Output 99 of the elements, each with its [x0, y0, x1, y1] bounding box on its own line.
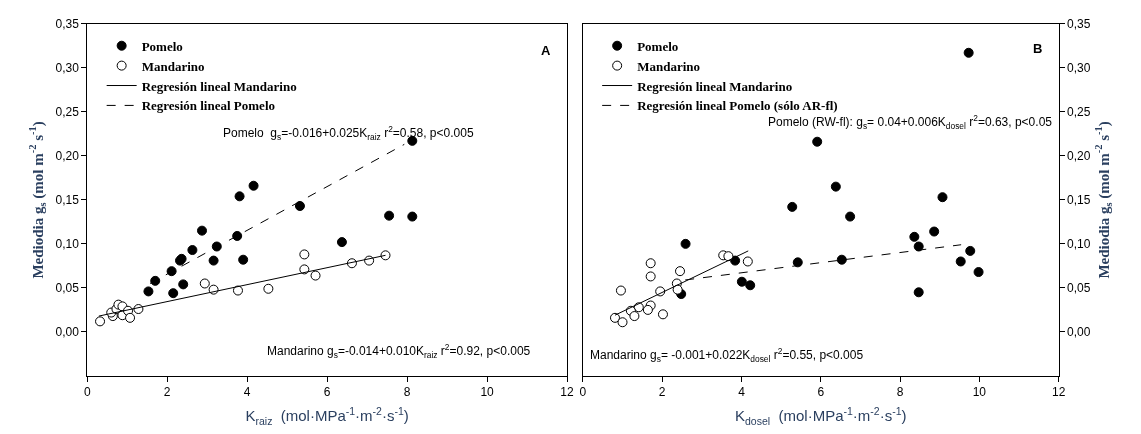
- point: [629, 311, 640, 322]
- point: [610, 312, 620, 323]
- point: [234, 191, 245, 202]
- point: [310, 270, 321, 281]
- legend-label: Pomelo: [637, 38, 679, 54]
- point: [836, 254, 847, 265]
- point: [263, 283, 274, 294]
- point: [199, 278, 210, 289]
- y-tick-label: 0,30: [55, 60, 80, 75]
- x-tick-label: 10: [972, 385, 987, 400]
- point: [248, 180, 259, 191]
- point: [615, 285, 626, 296]
- x-tick-label: 12: [1051, 385, 1066, 400]
- legend-label: Regresión lineal Mandarino: [637, 78, 793, 94]
- y-tick-label: 0,25: [55, 104, 80, 119]
- legend-label: Mandarino: [637, 58, 700, 74]
- x-tick-label: 8: [896, 385, 904, 400]
- point: [937, 192, 948, 203]
- point: [150, 275, 161, 286]
- x-tick-label: 2: [163, 385, 171, 400]
- point: [95, 316, 106, 327]
- point: [384, 210, 395, 221]
- y-tick-label: 0,15: [55, 193, 80, 208]
- annotation: Pomelo g$_{s}$=-0.016+0.025K$_{raiz}$ r$^{2}$=0.58, p<0.005: [223, 124, 474, 142]
- annotation: B: [1033, 41, 1043, 56]
- annotation: Mandarino g$_{s}$=-0.014+0.010K$_{raiz}$ r$^{2}$=0.92, p<0.005: [267, 342, 531, 360]
- point: [166, 266, 177, 277]
- point: [742, 256, 753, 267]
- point: [232, 285, 243, 296]
- point: [208, 255, 219, 266]
- y-tick-label: 0,25: [1067, 104, 1091, 119]
- y-tick-label: 0,35: [1067, 16, 1091, 31]
- point: [913, 287, 924, 298]
- point: [672, 284, 683, 295]
- point: [913, 241, 924, 252]
- x-tick-label: 2: [658, 385, 666, 400]
- y-tick-label: 0,00: [1067, 325, 1091, 340]
- point: [680, 238, 691, 249]
- point: [675, 266, 686, 277]
- point: [929, 226, 940, 237]
- point: [642, 304, 653, 315]
- point: [294, 201, 305, 211]
- point: [299, 249, 310, 260]
- point: [787, 201, 798, 212]
- x-tick-label: 4: [738, 385, 746, 400]
- point: [792, 257, 803, 268]
- x-tick-label: 8: [403, 385, 411, 400]
- y-tick-label: 0,05: [1067, 281, 1091, 296]
- y-tick-label: 0,15: [1067, 193, 1091, 208]
- x-tick-label: 6: [323, 385, 331, 400]
- point: [197, 225, 207, 236]
- point: [645, 258, 656, 269]
- point: [125, 312, 136, 323]
- point: [736, 276, 747, 287]
- point: [909, 231, 920, 242]
- legend-label: Pomelo: [141, 38, 183, 54]
- point: [168, 288, 179, 299]
- annotation: Mandarino g$_{s}$= -0.001+0.022K$_{dosel}$ r$^{2}$=0.55, p<0.005: [590, 346, 864, 364]
- point: [745, 280, 756, 291]
- y-tick-label: 0,20: [55, 149, 80, 164]
- point: [963, 47, 974, 58]
- x-tick-label: 4: [243, 385, 251, 400]
- y-tick-label: 0,00: [55, 325, 80, 340]
- text: K$_{raiz}$ (mol·MPa$^{-1}$·m$^{-2}$·s$^{-1}$): [245, 405, 409, 427]
- x-tick-label: 12: [560, 385, 575, 400]
- point: [955, 256, 966, 267]
- point: [657, 309, 668, 320]
- point: [238, 254, 249, 265]
- legend-label: Regresión lineal Pomelo (sólo AR-fl): [637, 98, 838, 114]
- y-tick-label: 0,20: [1067, 149, 1091, 164]
- text: K$_{dosel}$ (mol·MPa$^{-1}$·m$^{-2}$·s$^{-1}$): [735, 405, 907, 427]
- point: [830, 181, 841, 192]
- x-tick-label: 0: [83, 385, 91, 400]
- y-tick-label: 0,30: [1067, 60, 1091, 75]
- point: [965, 245, 976, 256]
- y-tick-label: 0,10: [1067, 237, 1091, 252]
- point: [232, 230, 243, 241]
- point: [812, 136, 823, 147]
- legend-label: Mandarino: [141, 58, 205, 74]
- annotation: Pomelo (RW-fl): g$_{s}$= 0.04+0.006K$_{dosel}$ r$^{2}$=0.63, p<0.05: [768, 113, 1053, 131]
- point: [845, 211, 856, 222]
- annotation: A: [541, 43, 551, 58]
- y-tick-label: 0,05: [55, 281, 80, 296]
- point: [211, 241, 222, 252]
- point: [143, 286, 154, 297]
- point: [336, 237, 347, 248]
- x-tick-label: 0: [579, 385, 587, 400]
- point: [973, 267, 984, 278]
- y-tick-label: 0,10: [55, 237, 80, 252]
- point: [645, 271, 656, 282]
- x-tick-label: 6: [817, 385, 825, 400]
- point: [617, 317, 628, 328]
- x-tick-label: 10: [480, 385, 495, 400]
- legend-label: Regresión lineal Mandarino: [141, 78, 297, 94]
- point: [187, 245, 198, 256]
- point: [178, 279, 189, 290]
- legend-label: Regresión lineal Pomelo: [141, 98, 276, 114]
- y-tick-label: 0,35: [55, 16, 80, 31]
- point: [407, 211, 418, 222]
